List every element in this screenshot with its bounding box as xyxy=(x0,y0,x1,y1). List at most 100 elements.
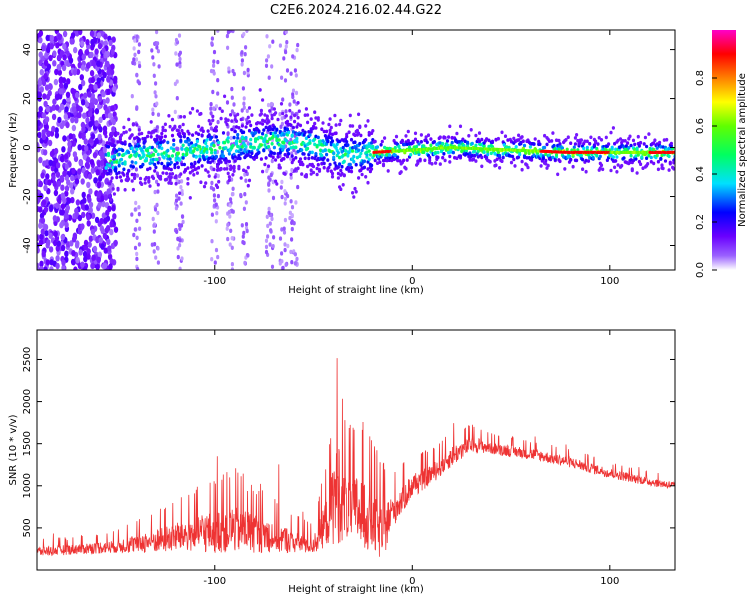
spectrogram-cell xyxy=(175,79,179,84)
spectrogram-cell xyxy=(223,167,227,171)
spectrogram-cell xyxy=(271,39,275,44)
spectrogram-cell xyxy=(57,54,62,61)
spectrogram-cell xyxy=(37,111,42,118)
spectrogram-cell xyxy=(290,220,294,225)
spectrogram-cell xyxy=(629,143,633,148)
spectrogram-cell xyxy=(39,233,44,240)
spectrogram-cell xyxy=(62,98,67,106)
spectrogram-cell xyxy=(137,137,141,142)
spectrogram-cell xyxy=(74,207,79,215)
spectrogram-cell xyxy=(624,144,629,148)
spectrogram-cell xyxy=(357,112,361,117)
spectrogram-cell xyxy=(110,63,115,70)
spectrogram-cell xyxy=(149,120,153,124)
spectrogram-cell xyxy=(64,250,69,257)
spectrogram-cell xyxy=(213,198,217,203)
spectrogram-cell xyxy=(244,178,248,183)
spectrogram-cell xyxy=(334,131,338,135)
spectrogram-cell xyxy=(293,119,297,124)
spectrogram-cell xyxy=(231,156,235,160)
spectrogram-cell xyxy=(155,101,159,106)
spectrogram-cell xyxy=(147,176,151,180)
spectrogram-cell xyxy=(73,266,78,270)
spectrogram-cell xyxy=(216,173,220,179)
colorbar-tick-label: 0.4 xyxy=(695,166,706,182)
spectrogram-cell xyxy=(265,34,269,39)
spectrogram-cell xyxy=(129,153,133,158)
spectrogram-cell xyxy=(59,221,64,229)
spectrogram-cell xyxy=(432,140,436,144)
spectrogram-cell xyxy=(85,62,91,69)
spectrogram-cell xyxy=(575,158,579,163)
spectrogram-cell xyxy=(96,191,101,198)
spectrogram-cell xyxy=(55,104,60,111)
spectrogram-cell xyxy=(106,76,111,83)
spectrogram-cell xyxy=(112,192,116,196)
spectrogram-cell xyxy=(229,113,233,117)
spectrogram-cell xyxy=(598,166,602,170)
spectrogram-cell xyxy=(353,186,357,191)
spectrogram-cell xyxy=(45,173,50,180)
spectrogram-cell xyxy=(268,109,272,113)
spectrogram-cell xyxy=(291,88,296,93)
spectrogram-cell xyxy=(212,59,216,64)
spectrogram-cell xyxy=(270,142,274,146)
spectrogram-cell xyxy=(601,167,605,172)
spectrogram-cell xyxy=(267,210,271,215)
spectrogram-cell xyxy=(518,152,522,157)
spectrogram-cell xyxy=(198,145,202,149)
spectrogram-cell xyxy=(263,143,267,147)
spectrogram-cell xyxy=(346,154,350,158)
spectrogram-cell xyxy=(242,230,246,236)
spectrogram-cell xyxy=(554,138,559,142)
spectrogram-cell xyxy=(526,165,530,170)
spectrogram-cell xyxy=(645,156,649,160)
spectrogram-cell xyxy=(328,131,332,136)
spectrogram-cell xyxy=(117,161,121,165)
spectrogram-cell xyxy=(157,64,161,69)
spectrogram-cell xyxy=(423,158,427,163)
spectrogram-cell xyxy=(67,140,72,148)
spectrogram-cell xyxy=(167,114,171,118)
spectrogram-cell xyxy=(586,159,591,163)
spectrogram-cell xyxy=(213,175,217,179)
spectrogram-cell xyxy=(199,180,203,184)
spectrogram-cell xyxy=(213,150,217,155)
spectrogram-cell xyxy=(165,177,169,182)
spectrogram-cell xyxy=(178,243,182,248)
spectrogram-cell xyxy=(90,76,96,84)
spectrogram-cell xyxy=(66,78,71,85)
spectrogram-cell xyxy=(314,152,318,156)
spectrogram-cell xyxy=(61,264,66,270)
spectrogram-cell xyxy=(519,140,523,145)
spectrogram-cell xyxy=(327,135,331,140)
spectrogram-cell xyxy=(234,119,239,123)
spectrogram-cell xyxy=(266,54,270,59)
spectrogram-cell xyxy=(185,152,189,156)
spectrogram-cell xyxy=(60,192,65,199)
spectrogram-cell xyxy=(117,152,121,157)
spectrogram-cell xyxy=(387,153,391,157)
spectrogram-cell xyxy=(90,167,96,174)
spectrogram-cell xyxy=(252,145,256,150)
spectrogram-cell xyxy=(549,157,553,162)
spectrogram-cell xyxy=(525,156,529,160)
spectrogram-cell xyxy=(622,156,626,160)
spectrogram-cell xyxy=(264,156,268,160)
spectrogram-cell xyxy=(101,200,106,208)
spectrogram-cell xyxy=(154,149,158,153)
colorbar-tick-label: 0.0 xyxy=(695,262,706,278)
spectrogram-cell xyxy=(629,153,633,158)
spectrogram-cell xyxy=(212,193,216,198)
spectrogram-cell xyxy=(544,158,548,163)
spectrogram-cell xyxy=(48,159,53,166)
spectrogram-cell xyxy=(88,201,94,208)
spectrogram-cell xyxy=(99,159,105,166)
spectrogram-cell xyxy=(122,152,126,157)
spectrogram-cell xyxy=(351,149,355,153)
spectrogram-cell xyxy=(257,129,261,133)
spectrogram-cell xyxy=(404,134,408,138)
spectrogram-cell xyxy=(45,105,50,113)
spectrogram-cell xyxy=(270,158,274,164)
spectrogram-cell xyxy=(132,139,136,144)
